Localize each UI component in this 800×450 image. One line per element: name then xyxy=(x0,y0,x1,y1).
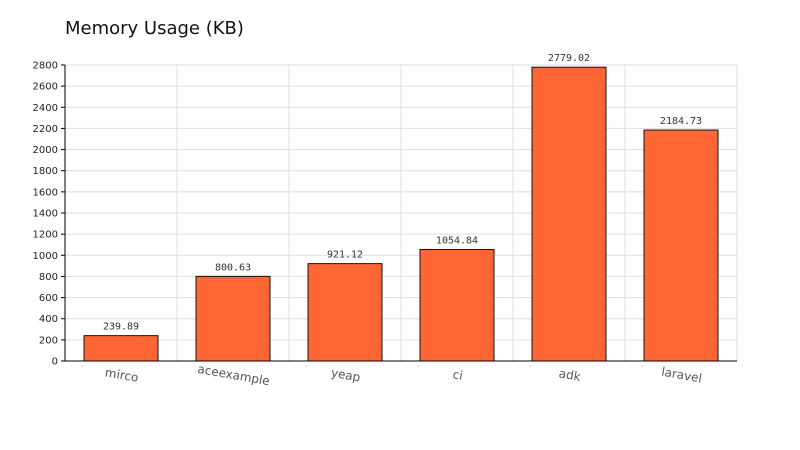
y-tick-labels: 0 200 400 600 800 1000 1200 1400 1600 1800 2000 220… xyxy=(33,61,58,368)
data-label: 800.63 xyxy=(215,262,251,273)
y-tick-label: 200 xyxy=(39,335,58,346)
y-tick-label: 1800 xyxy=(33,166,58,177)
axis-layer xyxy=(61,64,737,362)
y-tick-label: 0 xyxy=(52,357,58,368)
data-label: 2184.73 xyxy=(660,116,702,127)
y-tick-label: 800 xyxy=(39,272,58,283)
bars-layer xyxy=(83,66,719,362)
bar-aceexample xyxy=(195,275,271,362)
y-tick-label: 2600 xyxy=(33,82,58,93)
bar-laravel xyxy=(643,129,719,362)
bar-ci xyxy=(419,248,495,362)
x-tick-label: adk xyxy=(558,366,582,384)
y-tick-label: 1600 xyxy=(33,187,58,198)
y-tick-label: 2000 xyxy=(33,145,58,156)
x-tick-label: yeap xyxy=(330,366,361,385)
data-label: 239.89 xyxy=(103,322,139,333)
data-label: 1054.84 xyxy=(436,235,478,246)
bar-mirco xyxy=(83,335,159,362)
y-tick-label: 600 xyxy=(39,293,58,304)
y-tick-label: 1400 xyxy=(33,209,58,220)
bar-adk xyxy=(531,66,607,362)
y-tick-label: 400 xyxy=(39,314,58,325)
chart-title: Memory Usage (KB) xyxy=(65,18,244,39)
x-tick-label: ci xyxy=(452,367,464,383)
y-tick-label: 2400 xyxy=(33,103,58,114)
x-tick-label: aceexample xyxy=(197,362,271,388)
bar-yeap xyxy=(307,263,383,362)
data-labels: 239.89 800.63 921.12 1054.84 2779.02 2184.73 xyxy=(103,53,702,332)
x-tick-labels: mirco aceexample yeap ci adk laravel xyxy=(104,362,703,388)
x-tick-label: mirco xyxy=(104,365,140,385)
y-tick-label: 2800 xyxy=(33,61,58,72)
data-label: 2779.02 xyxy=(548,53,590,64)
y-tick-label: 1000 xyxy=(33,251,58,262)
grid-layer xyxy=(64,64,738,362)
data-label: 921.12 xyxy=(327,250,363,261)
y-tick-label: 2200 xyxy=(33,124,58,135)
x-tick-label: laravel xyxy=(660,365,703,386)
y-tick-label: 1200 xyxy=(33,230,58,241)
